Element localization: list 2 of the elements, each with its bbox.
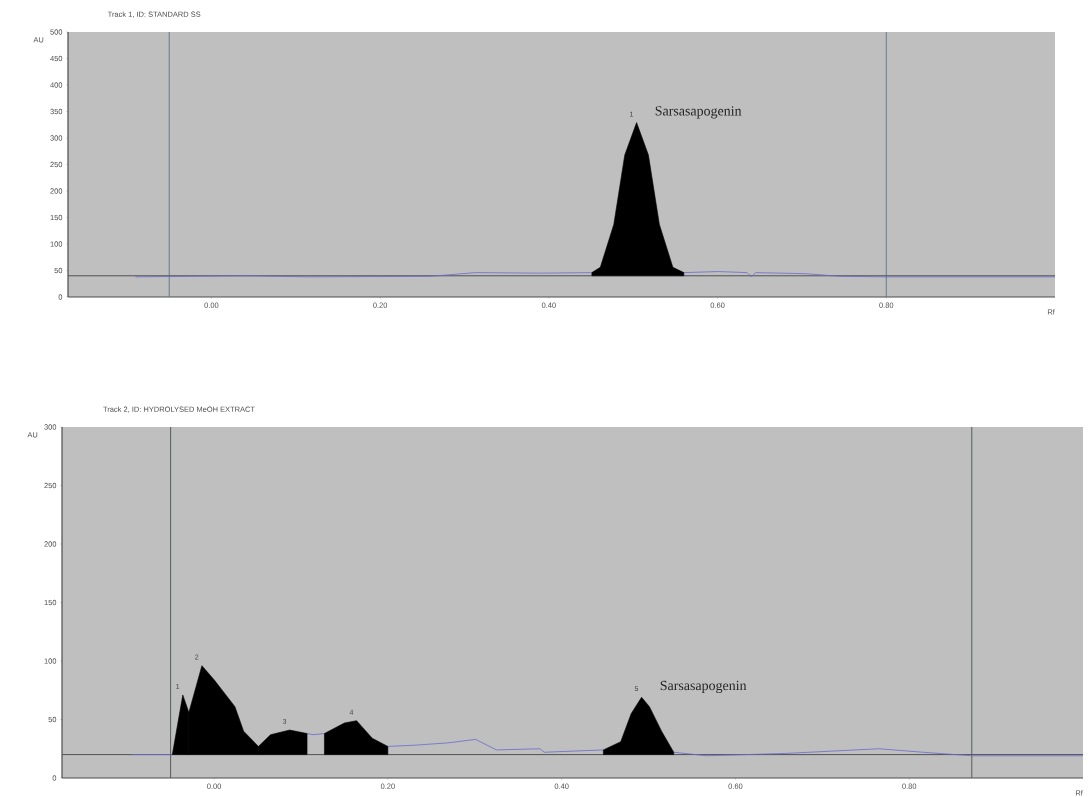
annotation: Sarsasapogenin — [660, 680, 747, 694]
annotation: Sarsasapogenin — [655, 106, 742, 119]
